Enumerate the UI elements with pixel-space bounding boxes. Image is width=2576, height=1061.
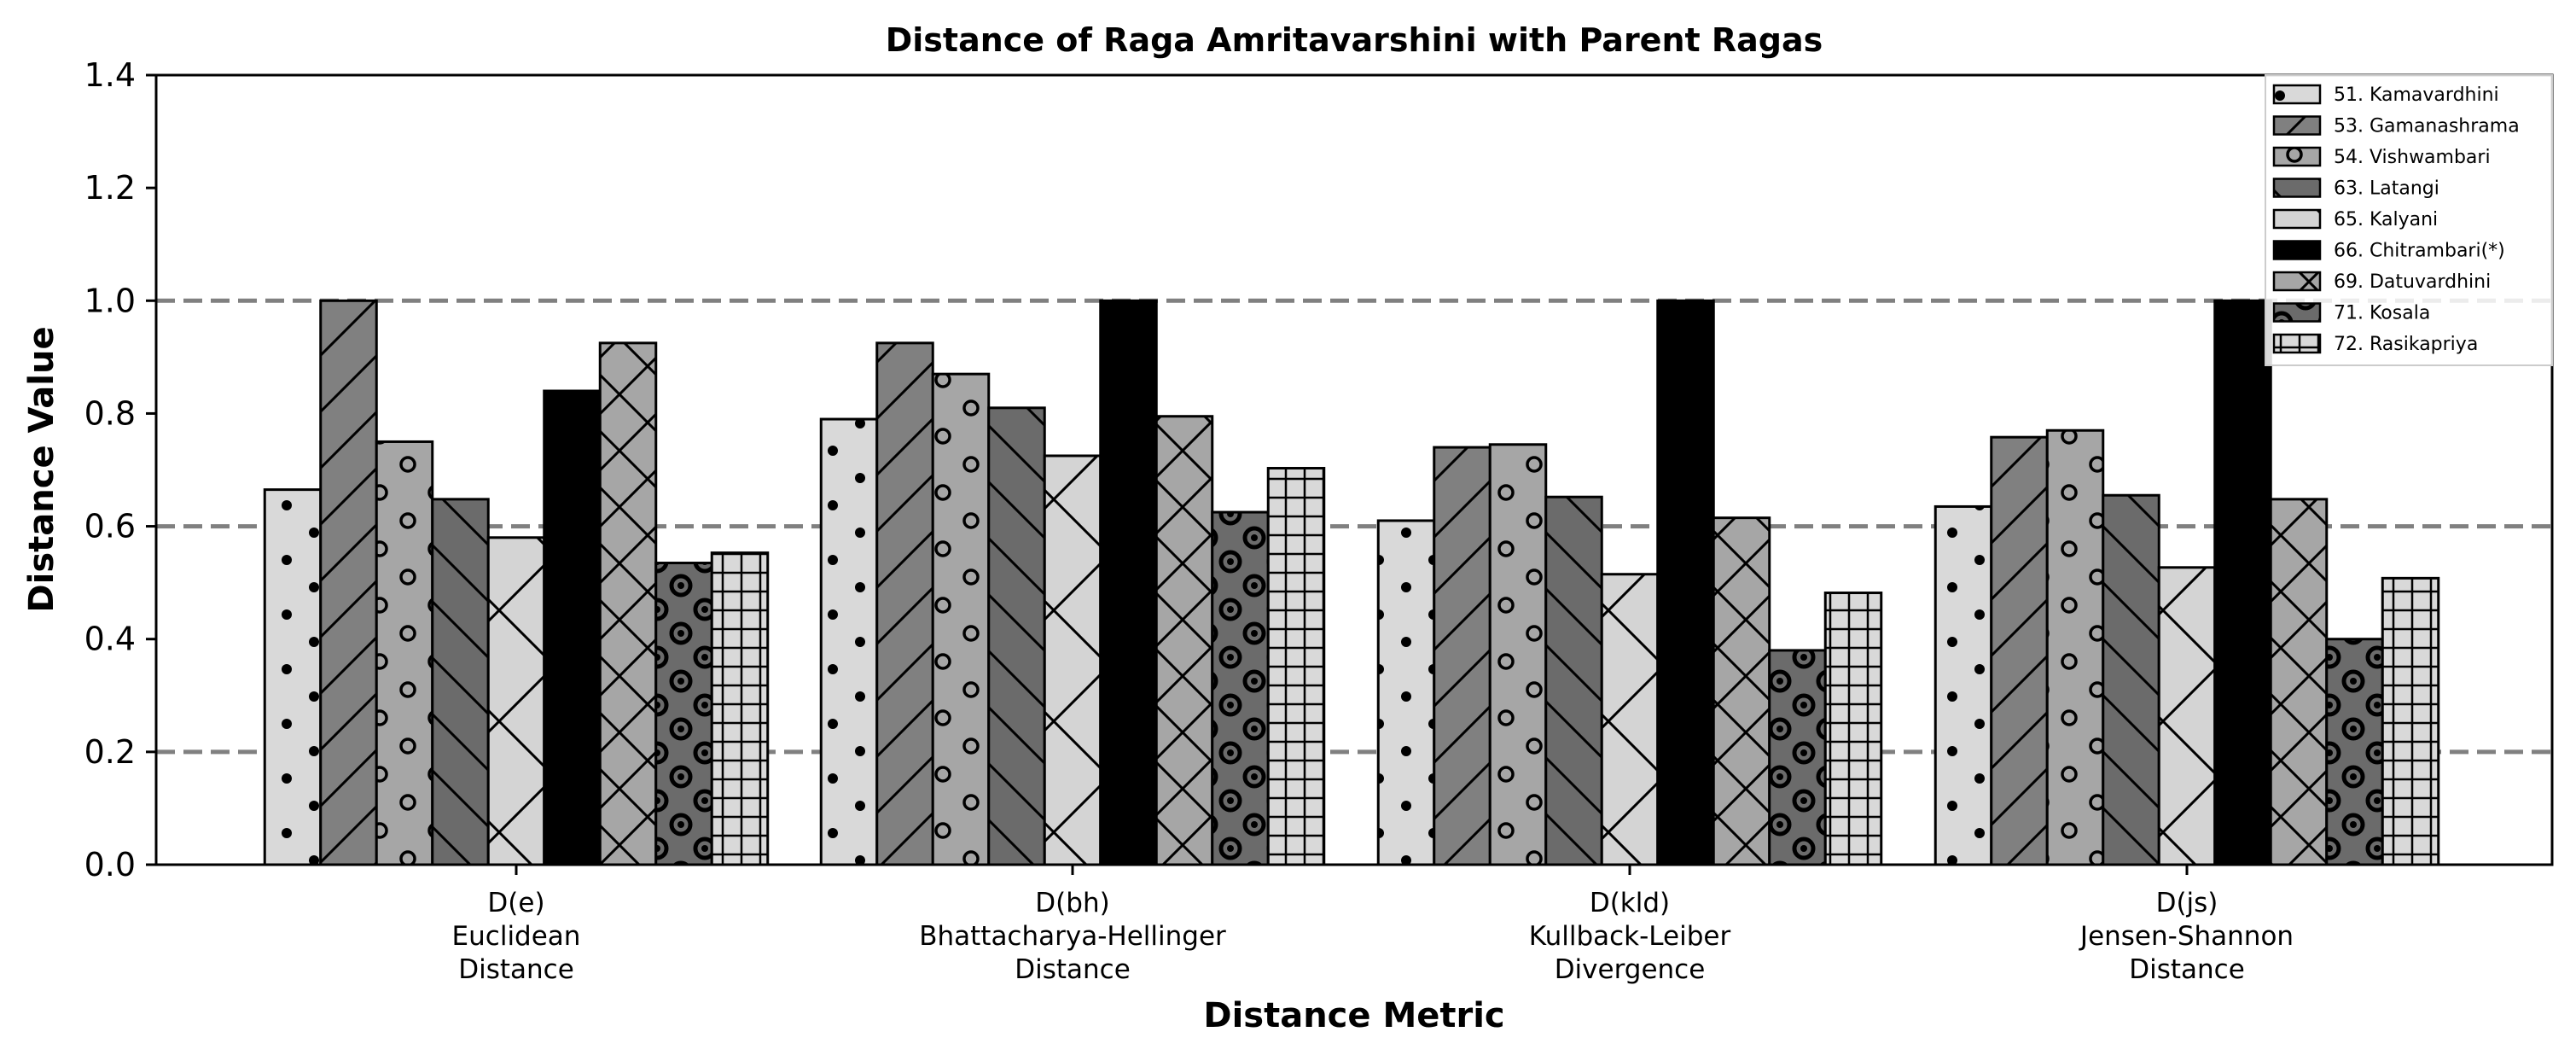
legend-label: 51. Kamavardhini — [2334, 85, 2499, 106]
bar — [2102, 493, 2160, 866]
bar — [1376, 519, 1436, 866]
bar — [819, 417, 879, 866]
bar — [2157, 566, 2217, 866]
legend-label: 72. Rasikapriya — [2334, 334, 2478, 355]
bar — [431, 498, 490, 866]
x-tick-label: D(kld) — [1590, 888, 1670, 918]
bar — [2045, 428, 2105, 866]
bar — [486, 536, 546, 866]
bar — [875, 341, 934, 866]
legend-swatch — [2272, 178, 2322, 198]
legend-swatch — [2272, 240, 2322, 260]
y-tick-label: 0.4 — [84, 621, 136, 658]
bar — [543, 389, 602, 866]
legend-swatch — [2272, 333, 2322, 354]
y-axis-label: Distance Value — [22, 326, 61, 612]
bar — [1656, 299, 1715, 866]
x-tick-label: D(js) — [2156, 888, 2218, 918]
bar — [375, 440, 434, 866]
x-tick-label: Kullback-Leiber — [1529, 921, 1731, 952]
legend-label: 69. Datuvardhini — [2334, 271, 2491, 293]
bar — [987, 406, 1046, 866]
y-tick-label: 0.6 — [84, 508, 136, 545]
bar — [598, 341, 658, 866]
x-tick-label: Bhattacharya-Hellinger — [919, 921, 1226, 952]
legend-swatch — [2272, 115, 2322, 136]
y-tick-label: 1.0 — [84, 282, 136, 319]
x-tick-label: Divergence — [1555, 954, 1706, 985]
legend-label: 71. Kosala — [2334, 303, 2430, 324]
bar — [1266, 467, 1326, 866]
legend-swatch — [2272, 302, 2322, 323]
bar — [1211, 510, 1270, 866]
x-tick-label: D(e) — [487, 888, 544, 918]
bar — [1488, 443, 1548, 866]
x-tick-label: Distance — [1015, 954, 1131, 985]
bar — [1768, 649, 1827, 866]
bar — [1433, 446, 1492, 866]
legend-label: 66. Chitrambari(*) — [2334, 241, 2505, 262]
plot-area-frame — [154, 73, 2554, 866]
legend-label: 54. Vishwambari — [2334, 147, 2491, 168]
x-axis-label: Distance Metric — [1203, 996, 1504, 1035]
y-tick-label: 1.2 — [84, 169, 136, 207]
bar — [1154, 415, 1214, 866]
y-tick-label: 0.2 — [84, 733, 136, 771]
x-tick-label: Distance — [458, 954, 574, 985]
legend-label: 63. Latangi — [2334, 178, 2439, 200]
legend-swatch — [2272, 271, 2322, 292]
bar — [1990, 435, 2049, 866]
bar — [1099, 299, 1158, 866]
x-tick-label: Distance — [2129, 954, 2245, 985]
bar — [2325, 638, 2384, 866]
bar — [1823, 592, 1883, 866]
x-tick-label: Jensen-Shannon — [2079, 921, 2294, 952]
bar — [654, 562, 713, 866]
bar — [1544, 495, 1603, 866]
bar — [931, 372, 991, 866]
bar — [2269, 498, 2329, 866]
bar — [1712, 516, 1771, 866]
bar — [1933, 504, 1993, 866]
y-tick-label: 0.0 — [84, 846, 136, 883]
y-tick-label: 0.8 — [84, 394, 136, 432]
bar — [1600, 573, 1660, 866]
legend: 51. Kamavardhini 53. Gamanashrama 54. Vish… — [2265, 74, 2553, 366]
bar — [2381, 576, 2440, 866]
legend-swatch — [2272, 208, 2322, 230]
x-tick-label: D(bh) — [1035, 888, 1109, 918]
bar — [1043, 454, 1102, 866]
bar — [2213, 299, 2272, 866]
bar — [710, 551, 770, 866]
legend-swatch — [2272, 84, 2322, 105]
legend-label: 65. Kalyani — [2334, 209, 2438, 230]
legend-swatch — [2272, 146, 2322, 167]
legend-label: 53. Gamanashrama — [2334, 116, 2520, 137]
chart-title: Distance of Raga Amritavarshini with Par… — [886, 21, 1823, 59]
y-tick-label: 1.4 — [84, 56, 136, 94]
bar — [263, 488, 323, 866]
x-tick-label: Euclidean — [452, 921, 581, 952]
bar — [319, 299, 378, 866]
